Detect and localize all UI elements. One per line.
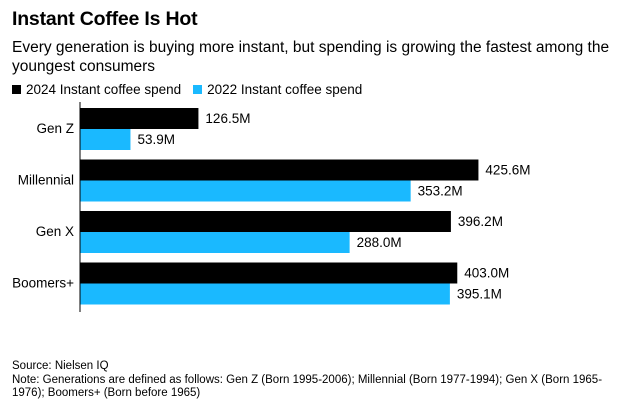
legend-item-2024: 2024 Instant coffee spend	[12, 82, 181, 97]
value-label-millennial-2024: 425.6M	[485, 163, 530, 178]
legend-item-2022: 2022 Instant coffee spend	[193, 82, 362, 97]
bar-boomers-2024	[80, 262, 458, 284]
value-label-boomers-2022: 395.1M	[457, 287, 502, 302]
bar-gen-x-2024	[80, 211, 451, 232]
bar-gen-z-2022	[80, 129, 131, 150]
legend-swatch-2022	[193, 85, 203, 94]
category-label-boomers: Boomers+	[12, 276, 74, 291]
chart-subtitle: Every generation is buying more instant,…	[12, 39, 610, 75]
value-label-millennial-2022: 353.2M	[418, 184, 463, 199]
definition-note: Note: Generations are defined as follows…	[12, 373, 603, 400]
value-label-gen-x-2022: 288.0M	[357, 235, 402, 250]
chart-title: Instant Coffee Is Hot	[12, 8, 198, 30]
category-label-gen-x: Gen X	[36, 224, 74, 239]
source-note: Source: Nielsen IQ	[12, 360, 109, 372]
legend: 2024 Instant coffee spend 2022 Instant c…	[12, 82, 374, 97]
category-label-gen-z: Gen Z	[36, 121, 74, 136]
legend-label-2024: 2024 Instant coffee spend	[26, 82, 182, 97]
bar-gen-z-2024	[80, 108, 199, 129]
value-label-gen-z-2022: 53.9M	[137, 132, 175, 147]
value-label-gen-x-2024: 396.2M	[458, 214, 503, 229]
legend-swatch-2024	[12, 85, 21, 94]
legend-label-2022: 2022 Instant coffee spend	[207, 82, 363, 97]
bar-gen-x-2022	[80, 232, 350, 253]
bar-boomers-2022	[80, 283, 450, 305]
bar-millennial-2024	[80, 159, 479, 181]
value-label-gen-z-2024: 126.5M	[205, 111, 250, 126]
chart-footer: Source: Nielsen IQ Note: Generations are…	[12, 360, 622, 401]
category-label-millennial: Millennial	[18, 173, 74, 188]
value-label-boomers-2024: 403.0M	[464, 266, 509, 281]
bar-chart: Gen Z 126.5M 53.9M Millennial 425.6M 353.2M Ge…	[12, 102, 530, 312]
bar-millennial-2022	[80, 180, 411, 202]
